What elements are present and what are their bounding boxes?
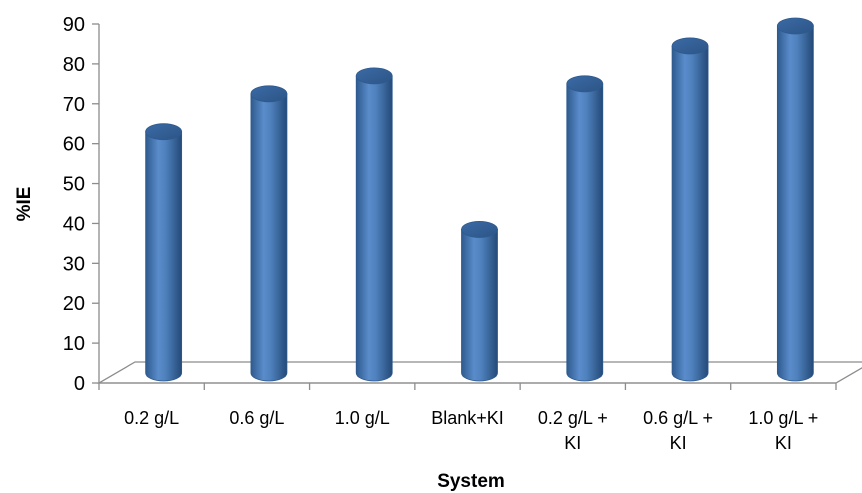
y-tick-label: 70: [63, 94, 85, 116]
bar-top: [671, 37, 709, 55]
bar-top: [355, 67, 393, 85]
bar-top: [461, 221, 498, 238]
bar-body: [145, 131, 183, 382]
bar-body: [566, 83, 604, 382]
x-tick-label: 0.2 g/L: [124, 408, 179, 428]
y-tick-label: 0: [74, 373, 85, 395]
x-axis-title: System: [437, 471, 505, 492]
x-tick-label: 0.2 g/L + KI: [538, 408, 608, 453]
bar-body: [671, 45, 709, 382]
bar: [145, 123, 183, 382]
y-tick-label: 60: [63, 134, 85, 156]
bar-body: [355, 75, 393, 382]
bar-top: [776, 17, 814, 35]
y-tick-label: 80: [63, 54, 85, 76]
bar: [776, 17, 814, 382]
y-tick-label: 10: [63, 333, 85, 355]
bar-body: [776, 25, 814, 382]
y-axis: 0 10 20 30 40 50 60 70 80 90: [63, 14, 100, 395]
y-tick-label: 90: [63, 14, 85, 36]
y-tick-label: 30: [63, 253, 85, 275]
bar-series: [145, 17, 814, 382]
x-axis: 0.2 g/L 0.6 g/L 1.0 g/L Blank+KI 0.2 g/L + KI…: [98, 382, 837, 453]
y-tick-label: 20: [63, 293, 85, 315]
y-tick-label: 40: [63, 213, 85, 235]
y-tick-label: 50: [63, 174, 85, 196]
bar-top: [250, 85, 288, 103]
x-tick-label: 1.0 g/L: [335, 408, 390, 428]
y-axis-title: %IE: [14, 187, 35, 222]
bar: [250, 85, 288, 382]
bar-body: [461, 229, 498, 382]
x-tick-label: Blank+KI: [431, 408, 504, 428]
bar-body: [250, 93, 288, 382]
bar-top: [566, 75, 604, 93]
bar: [671, 37, 709, 382]
bar-top: [145, 123, 183, 141]
bar: [461, 221, 498, 382]
x-tick-label: 0.6 g/L + KI: [643, 408, 713, 453]
x-tick-label: 0.6 g/L: [229, 408, 284, 428]
x-tick-label: 1.0 g/L + KI: [748, 408, 818, 453]
bar: [566, 75, 604, 382]
bar: [355, 67, 393, 382]
